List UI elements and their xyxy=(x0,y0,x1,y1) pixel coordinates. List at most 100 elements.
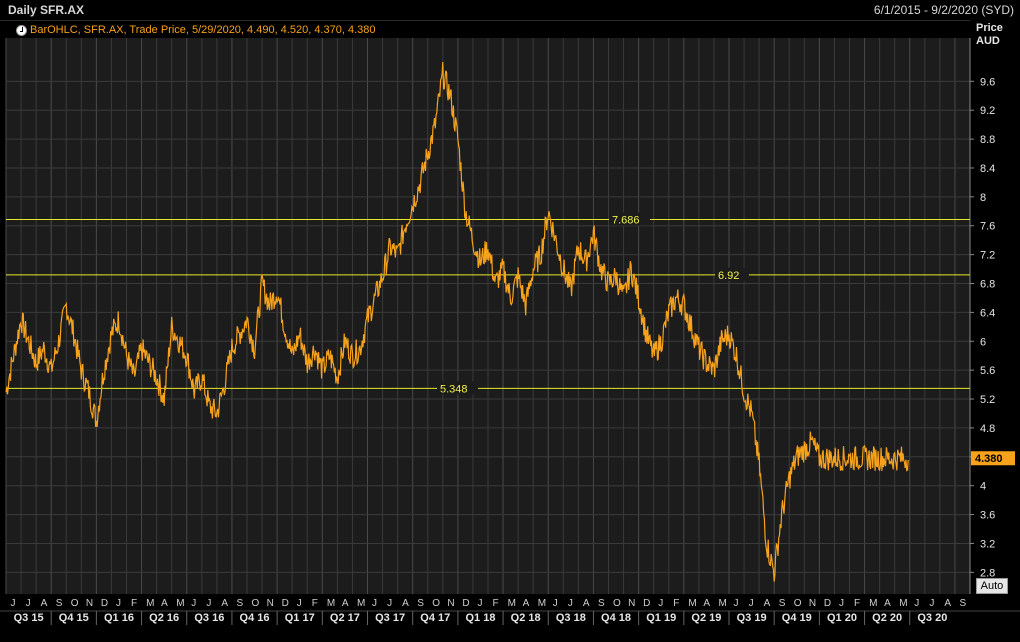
month-tick-label: J xyxy=(477,598,482,609)
month-tick-label: J xyxy=(116,598,121,609)
month-tick-label: D xyxy=(462,598,469,609)
series-legend[interactable]: BarOHLC, SFR.AX, Trade Price, 5/29/2020,… xyxy=(16,24,376,36)
month-tick-label: N xyxy=(447,598,454,609)
y-tick-label: 6 xyxy=(980,336,986,348)
month-tick-label: O xyxy=(794,598,802,609)
quarter-tick-label: Q4 16 xyxy=(240,612,270,624)
quarter-tick-label: Q1 20 xyxy=(827,612,857,624)
month-tick-label: J xyxy=(26,598,31,609)
month-tick-label: A xyxy=(583,598,590,609)
y-tick-label: 3.6 xyxy=(980,510,995,522)
month-tick-label: J xyxy=(929,598,934,609)
month-tick-label: J xyxy=(387,598,392,609)
quarter-tick-label: Q2 19 xyxy=(691,612,721,624)
month-tick-label: S xyxy=(598,598,605,609)
month-tick-label: O xyxy=(613,598,621,609)
month-tick-label: J xyxy=(297,598,302,609)
quarter-tick-label: Q3 17 xyxy=(375,612,405,624)
chart-title: Daily SFR.AX xyxy=(8,3,85,17)
quarter-tick-label: Q3 15 xyxy=(14,612,44,624)
last-price-badge xyxy=(971,451,1015,466)
quarter-tick-label: Q3 20 xyxy=(917,612,947,624)
y-tick-label: 7.6 xyxy=(980,221,995,233)
month-tick-label: J xyxy=(749,598,754,609)
month-tick-label: J xyxy=(191,598,196,609)
month-tick-label: F xyxy=(493,598,499,609)
y-tick-label: 6.8 xyxy=(980,279,995,291)
auto-scale-button[interactable]: Auto xyxy=(976,578,1008,594)
month-tick-label: M xyxy=(357,598,365,609)
y-tick-label: 8.4 xyxy=(980,163,995,175)
y-tick-label: 7.2 xyxy=(980,250,995,262)
check-circle-icon[interactable] xyxy=(16,24,27,36)
month-tick-label: A xyxy=(402,598,409,609)
month-tick-label: A xyxy=(342,598,349,609)
quarter-tick-label: Q4 15 xyxy=(59,612,89,624)
month-tick-label: A xyxy=(944,598,951,609)
month-tick-label: J xyxy=(372,598,377,609)
month-tick-label: O xyxy=(252,598,260,609)
month-tick-label: J xyxy=(839,598,844,609)
y-axis-panel xyxy=(970,20,1020,622)
month-tick-label: M xyxy=(899,598,907,609)
y-tick-label: 9.2 xyxy=(980,105,995,117)
quarter-tick-label: Q2 17 xyxy=(330,612,360,624)
month-tick-label: A xyxy=(41,598,48,609)
month-tick-label: N xyxy=(267,598,274,609)
month-tick-label: F xyxy=(673,598,679,609)
month-tick-label: A xyxy=(221,598,228,609)
month-tick-label: N xyxy=(809,598,816,609)
y-tick-label: 2.8 xyxy=(980,567,995,579)
month-tick-label: D xyxy=(824,598,831,609)
price-series-line xyxy=(5,61,909,582)
month-tick-label: F xyxy=(854,598,860,609)
y-axis-title: Price AUD xyxy=(976,22,1003,48)
quarter-tick-label: Q1 18 xyxy=(465,612,495,624)
month-tick-label: J xyxy=(568,598,573,609)
month-tick-label: M xyxy=(718,598,726,609)
month-tick-label: J xyxy=(658,598,663,609)
month-tick-label: M xyxy=(688,598,696,609)
quarter-tick-label: Q1 16 xyxy=(104,612,134,624)
month-tick-label: N xyxy=(628,598,635,609)
quarter-tick-label: Q4 17 xyxy=(420,612,450,624)
y-axis-title-price: Price xyxy=(976,22,1003,34)
month-tick-label: J xyxy=(206,598,211,609)
month-tick-label: D xyxy=(101,598,108,609)
quarter-tick-label: Q2 18 xyxy=(511,612,541,624)
month-tick-label: F xyxy=(312,598,318,609)
title-bar: Daily SFR.AX 6/1/2015 - 9/2/2020 (SYD) xyxy=(0,0,1020,21)
y-tick-label: 4.8 xyxy=(980,423,995,435)
quarter-tick-label: Q2 20 xyxy=(872,612,902,624)
quarter-tick-label: Q4 18 xyxy=(601,612,631,624)
month-tick-label: D xyxy=(643,598,650,609)
month-tick-label: M xyxy=(146,598,154,609)
month-tick-label: N xyxy=(86,598,93,609)
y-tick-label: 8 xyxy=(980,192,986,204)
date-range: 6/1/2015 - 9/2/2020 (SYD) xyxy=(873,3,1014,17)
horizontal-line-label-bg xyxy=(437,381,478,395)
month-tick-label: S xyxy=(779,598,786,609)
month-tick-label: J xyxy=(734,598,739,609)
month-tick-label: J xyxy=(11,598,16,609)
last-price-label: 4.380 xyxy=(975,453,1003,465)
y-tick-label: 6.4 xyxy=(980,307,995,319)
quarter-tick-label: Q1 19 xyxy=(646,612,676,624)
x-axis-panel xyxy=(0,594,1020,642)
month-tick-label: J xyxy=(914,598,919,609)
quarter-tick-label: Q3 16 xyxy=(194,612,224,624)
month-tick-label: M xyxy=(508,598,516,609)
legend-text: BarOHLC, SFR.AX, Trade Price, 5/29/2020,… xyxy=(30,24,376,36)
month-tick-label: D xyxy=(282,598,289,609)
month-tick-label: S xyxy=(417,598,424,609)
y-tick-label: 5.2 xyxy=(980,394,995,406)
y-tick-label: 3.2 xyxy=(980,538,995,550)
y-tick-label: 9.6 xyxy=(980,76,995,88)
month-tick-label: A xyxy=(703,598,710,609)
horizontal-line-label: 6.92 xyxy=(718,270,739,282)
y-tick-label: 4 xyxy=(980,481,986,493)
month-tick-label: M xyxy=(538,598,546,609)
horizontal-line-label: 5.348 xyxy=(440,383,468,395)
horizontal-line-label-bg xyxy=(609,212,650,226)
